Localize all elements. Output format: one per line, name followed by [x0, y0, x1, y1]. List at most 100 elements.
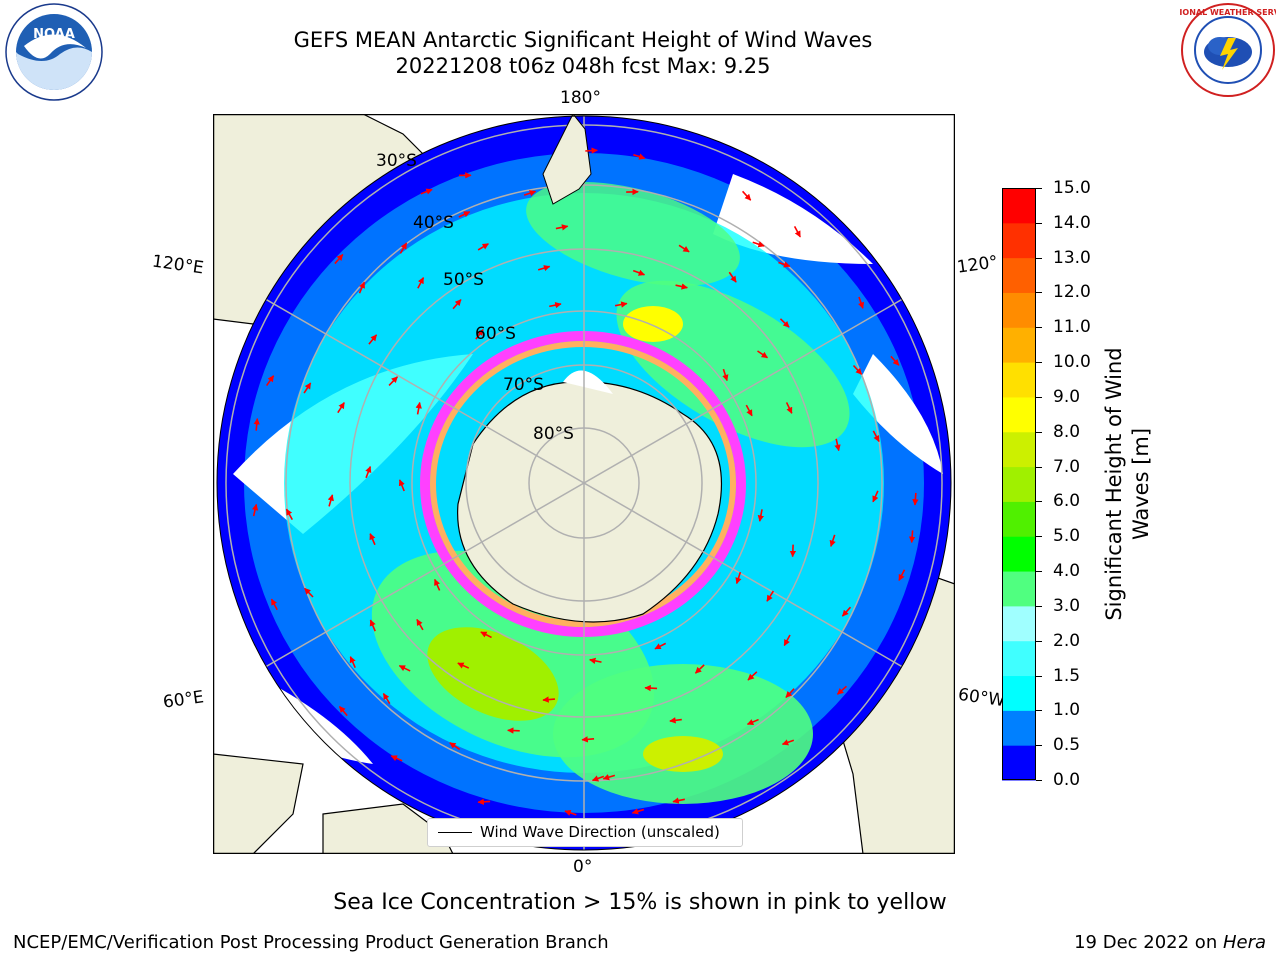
wind-wave-arrow — [872, 430, 880, 443]
wind-wave-arrow — [458, 211, 471, 218]
colorbar-segment — [1002, 605, 1036, 642]
wind-wave-arrow — [420, 188, 433, 195]
wind-wave-arrow — [303, 382, 312, 394]
colorbar-tick-label: 8.0 — [1053, 421, 1081, 442]
wind-wave-arrow — [270, 598, 278, 611]
wind-wave-arrow — [589, 657, 602, 665]
footer-branch: NCEP/EMC/Verification Post Processing Pr… — [13, 932, 609, 953]
wind-wave-arrow — [912, 492, 919, 506]
wind-wave-arrow — [434, 578, 441, 591]
wind-wave-arrow — [581, 736, 595, 743]
colorbar-segment — [1002, 536, 1036, 572]
footer-date: 19 Dec 2022 on Hera — [1074, 932, 1266, 953]
wind-wave-arrow — [735, 571, 742, 585]
colorbar-label-line-2: Waves [m] — [1129, 427, 1153, 541]
noaa-logo: NOAA — [5, 3, 103, 101]
colorbar-tick-label: 12.0 — [1053, 282, 1091, 303]
wind-wave-arrow — [678, 244, 690, 253]
lon-label-120e: 120°E — [150, 251, 205, 279]
wind-wave-arrow — [857, 296, 865, 309]
wind-wave-arrow — [253, 418, 260, 431]
wind-wave-arrow — [633, 153, 646, 160]
colorbar-tick-mark — [1036, 571, 1042, 573]
wind-wave-arrow — [327, 494, 334, 507]
wind-wave-arrow — [457, 662, 470, 669]
africa-land-west — [213, 753, 304, 854]
colorbar-tick-mark — [1036, 466, 1042, 468]
lon-label-0: 0° — [573, 857, 593, 877]
colorbar-tick-mark — [1036, 362, 1042, 364]
wind-wave-arrow — [388, 376, 399, 386]
colorbar-tick-mark — [1036, 536, 1042, 538]
wind-wave-arrow — [334, 253, 344, 265]
wind-wave-arrow — [757, 350, 768, 359]
wind-wave-arrow — [417, 277, 425, 289]
colorbar-label: Significant Height of Wind Waves [m] — [1101, 347, 1155, 620]
wind-wave-arrow — [452, 299, 462, 310]
wind-wave-arrow — [779, 318, 790, 328]
wind-wave-arrow — [654, 642, 667, 650]
wind-wave-arrow — [728, 271, 737, 283]
colorbar-segment — [1002, 396, 1036, 433]
wind-wave-arrow — [477, 798, 491, 806]
wind-wave-arrow — [644, 684, 658, 692]
colorbar-segment — [1002, 571, 1036, 607]
colorbar-tick-label: 0.5 — [1053, 735, 1081, 756]
colorbar-tick-label: 9.0 — [1053, 386, 1081, 407]
wind-wave-arrow — [694, 664, 705, 674]
colorbar — [1002, 188, 1036, 781]
wind-wave-arrow — [669, 717, 682, 724]
wind-wave-arrow — [285, 508, 293, 521]
colorbar-tick-label: 4.0 — [1053, 561, 1081, 582]
colorbar-tick-mark — [1036, 710, 1042, 712]
wind-wave-arrow — [785, 688, 795, 698]
colorbar-tick-mark — [1036, 327, 1042, 329]
wind-wave-arrow — [872, 490, 879, 503]
wind-wave-arrow — [614, 301, 628, 308]
footer-host: Hera — [1222, 932, 1266, 953]
footer-date-text: 19 Dec 2022 on — [1074, 932, 1223, 953]
colorbar-tick-mark — [1036, 396, 1042, 398]
wind-wave-arrow — [631, 808, 645, 815]
colorbar-segment — [1002, 710, 1036, 746]
wind-wave-arrow — [722, 368, 729, 382]
colorbar-segment — [1002, 327, 1036, 363]
colorbar-segment — [1002, 466, 1036, 502]
colorbar-tick-mark — [1036, 292, 1042, 294]
colorbar-segment — [1002, 640, 1036, 677]
map-frame — [213, 114, 955, 854]
wind-wave-arrow — [480, 631, 492, 639]
ross-ice-shelf — [563, 370, 613, 394]
colorbar-tick-label: 2.0 — [1053, 630, 1081, 651]
nws-logo: NATIONAL WEATHER SERVICE — [1180, 3, 1276, 97]
sea-ice-caption: Sea Ice Concentration > 15% is shown in … — [333, 890, 947, 915]
new-zealand-land — [542, 114, 592, 205]
wind-wave-arrow — [399, 242, 408, 254]
lon-label-120w: 120° — [955, 252, 1000, 278]
wind-wave-arrow — [368, 334, 378, 345]
wind-wave-arrow — [836, 685, 848, 695]
colorbar-tick-label: 0.0 — [1053, 770, 1081, 790]
colorbar-tick-label: 1.5 — [1053, 665, 1081, 686]
lat-label-80s: 80°S — [533, 424, 574, 444]
wind-wave-arrow — [785, 402, 793, 414]
wind-wave-arrow — [251, 503, 259, 517]
wind-wave-arrow — [829, 534, 836, 547]
colorbar-tick-label: 1.0 — [1053, 700, 1081, 721]
colorbar-tick-mark — [1036, 257, 1042, 259]
wind-wave-arrow — [783, 634, 791, 647]
wind-wave-arrow — [449, 742, 461, 751]
colorbar-tick-mark — [1036, 222, 1042, 224]
colorbar-tick-mark — [1036, 745, 1042, 747]
wind-wave-arrow — [507, 727, 520, 734]
colorbar-segment — [1002, 292, 1036, 328]
title-line-1: GEFS MEAN Antarctic Significant Height o… — [293, 28, 873, 52]
colorbar-label-line-1: Significant Height of Wind — [1102, 347, 1126, 621]
colorbar-segment — [1002, 745, 1036, 781]
wind-wave-arrow — [672, 797, 685, 804]
wind-wave-arrow — [752, 241, 765, 248]
colorbar-segment — [1002, 675, 1036, 711]
wind-wave-arrow — [841, 606, 852, 617]
lat-label-40s: 40°S — [413, 213, 454, 233]
colorbar-tick-mark — [1036, 431, 1042, 433]
